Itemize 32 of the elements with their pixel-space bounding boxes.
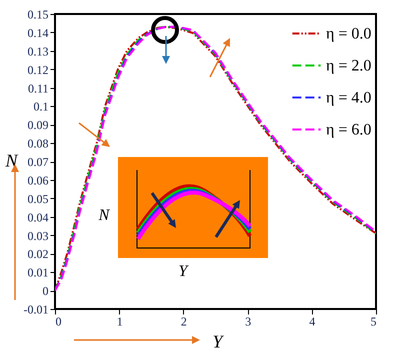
y-tick-label: 0.07 bbox=[28, 155, 48, 169]
y-tick-label: 0.02 bbox=[28, 247, 48, 262]
y-tick-label: 0.04 bbox=[28, 210, 48, 224]
x-tick-label: 2 bbox=[180, 314, 187, 328]
annotation: Y bbox=[178, 263, 190, 280]
y-tick-label: 0 bbox=[42, 284, 48, 298]
y-tick-label: 0.08 bbox=[28, 136, 48, 151]
y-tick-label: 0.12 bbox=[28, 62, 48, 77]
annotation: N bbox=[98, 207, 111, 224]
legend-label: η = 2.0 bbox=[326, 58, 372, 74]
y-tick-label: 0.13 bbox=[28, 44, 48, 58]
x-axis-title: Y bbox=[212, 332, 224, 349]
y-axis-title: N bbox=[4, 150, 18, 170]
y-tick-label: 0.11 bbox=[28, 81, 48, 96]
y-tick-label: 0.14 bbox=[28, 26, 48, 40]
x-tick-label: 4 bbox=[309, 314, 316, 328]
y-tick-label: 0.15 bbox=[28, 8, 48, 22]
legend-label: η = 0.0 bbox=[326, 26, 372, 42]
y-tick-label: 0.01 bbox=[28, 266, 48, 280]
x-tick-label: 5 bbox=[370, 314, 376, 328]
legend-label: η = 6.0 bbox=[326, 122, 372, 138]
x-tick-label: 0 bbox=[56, 314, 62, 328]
y-tick-label: 0.09 bbox=[28, 118, 48, 132]
line-series bbox=[55, 26, 376, 292]
y-tick-label: 0.06 bbox=[28, 173, 48, 188]
x-tick-label: 3 bbox=[245, 314, 252, 328]
y-tick-label: -0.01 bbox=[24, 302, 48, 316]
y-tick-label: 0.03 bbox=[28, 228, 48, 243]
y-tick-label: 0.1 bbox=[34, 100, 48, 114]
x-tick-label: 1 bbox=[116, 314, 123, 328]
legend-label: η = 4.0 bbox=[326, 90, 372, 106]
y-tick-label: 0.05 bbox=[28, 192, 48, 206]
